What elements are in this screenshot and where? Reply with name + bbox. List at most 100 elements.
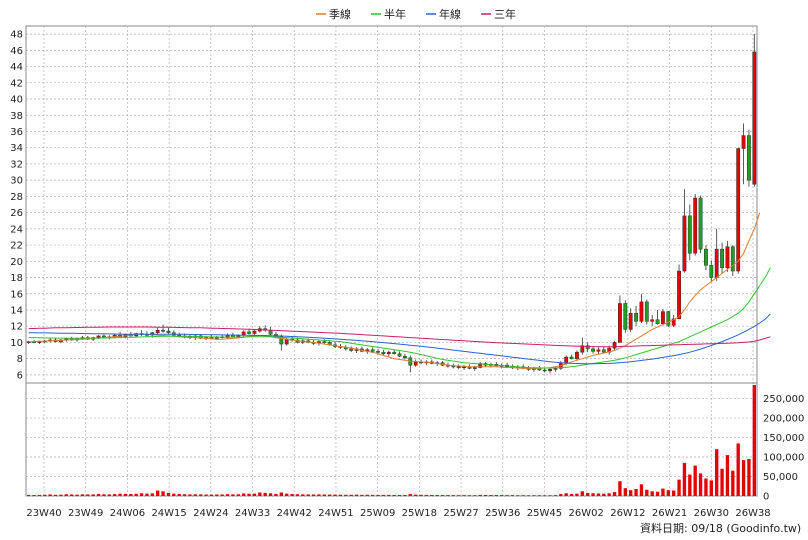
volume-bar-25 [161,491,165,496]
ma-line-0 [28,212,761,369]
candle-body-106 [596,349,601,352]
candle-120 [671,314,676,328]
candle-body-123 [687,215,692,254]
legend: 季線 半年 年線 三年 [316,7,516,21]
candle-body-66 [381,351,386,355]
candle-body-127 [709,265,714,278]
volume-bar-1 [32,495,36,496]
volume-bar-81 [462,495,466,496]
candle-116 [650,314,655,327]
candlesticks [26,34,757,374]
volume-bar-65 [376,494,380,496]
candle-body-64 [370,349,375,352]
candle-110 [618,295,622,343]
x-tick-3: 24W15 [151,508,186,519]
volume-bar-104 [586,492,590,496]
volume-bar-105 [591,493,595,496]
ma-line-1 [28,267,771,369]
candle-body-96 [542,369,547,372]
candle-body-129 [720,248,724,269]
candle-body-124 [693,197,698,254]
candle-body-45 [268,330,273,335]
volume-bar-18 [123,493,128,496]
volume-bar-108 [607,493,611,496]
volume-bar-11 [86,494,90,496]
price-tick-13: 32 [10,159,23,170]
candle-72 [413,359,418,367]
volume-bar-47 [279,492,283,496]
price-tick-10: 26 [10,208,23,219]
price-tick-16: 38 [10,111,23,122]
x-tick-14: 26W12 [610,508,645,519]
volume-bar-53 [311,494,316,496]
candle-113 [634,305,638,327]
volume-bar-130 [725,455,730,496]
volume-bar-111 [623,488,627,496]
x-tick-4: 24W24 [193,508,228,519]
candle-body-119 [666,311,671,326]
candle-121 [677,264,681,320]
volume-bar-66 [381,494,386,496]
volume-bar-14 [102,494,106,496]
volume-bar-19 [129,493,133,496]
volume-bar-15 [107,494,111,496]
volume-bar-32 [199,494,203,496]
x-tick-17: 26W38 [735,508,770,519]
candle-body-25 [161,330,165,332]
candle-107 [601,346,606,353]
volume-bar-99 [559,494,563,496]
candle-135 [752,34,757,187]
candle-118 [661,309,665,326]
volume-bar-43 [258,492,262,496]
volume-bar-72 [414,494,418,496]
volume-bar-80 [457,495,461,496]
x-tick-8: 25W09 [360,508,395,519]
candle-60 [349,346,354,353]
volume-bar-115 [645,489,649,496]
ma-line-3 [28,326,771,348]
candle-104 [585,342,590,353]
candle-body-40 [241,331,246,336]
volume-bar-45 [268,493,273,496]
volume-bar-134 [747,458,751,496]
candle-body-102 [575,351,579,359]
volume-bar-118 [661,488,665,496]
candle-body-128 [714,248,719,278]
candle-124 [693,193,698,256]
candle-body-13 [96,335,101,338]
volume-bar-40 [242,493,246,496]
volume-bar-70 [403,494,407,496]
candle-body-126 [704,248,708,266]
volume-bar-55 [322,494,326,496]
volume-bar-89 [505,495,509,496]
volume-bar-20 [134,493,138,496]
candle-body-42 [252,330,257,334]
candle-body-103 [580,345,585,353]
candle-21 [139,330,144,336]
axes: 6 8 10 12 14 16 18 20 22 24 26 28 30 32 34 36 38 40 42 44 46… [10,30,804,519]
candle-body-97 [548,368,552,372]
volume-bar-79 [451,495,455,496]
volume-bar-90 [510,495,515,496]
candle-body-110 [618,303,622,343]
volume-bar-48 [285,493,289,496]
candle-111 [623,300,628,333]
price-tick-1: 8 [17,354,23,365]
volume-bar-58 [338,494,343,496]
candle-body-111 [623,303,628,330]
volume-bar-38 [231,494,235,496]
volume-bar-101 [569,494,574,496]
candle-101 [569,354,574,360]
volume-bar-131 [731,470,735,496]
volume-bar-84 [478,494,482,496]
volume-bar-107 [602,493,606,496]
volume-bar-124 [693,465,697,496]
volume-bar-120 [672,490,676,496]
candle-97 [548,368,552,374]
price-tick-15: 36 [10,127,23,138]
volume-tick-2: 100,000 [763,453,804,464]
candle-130 [725,241,730,272]
volume-bar-13 [96,494,101,496]
candle-114 [639,293,644,323]
volume-bar-110 [618,481,622,496]
